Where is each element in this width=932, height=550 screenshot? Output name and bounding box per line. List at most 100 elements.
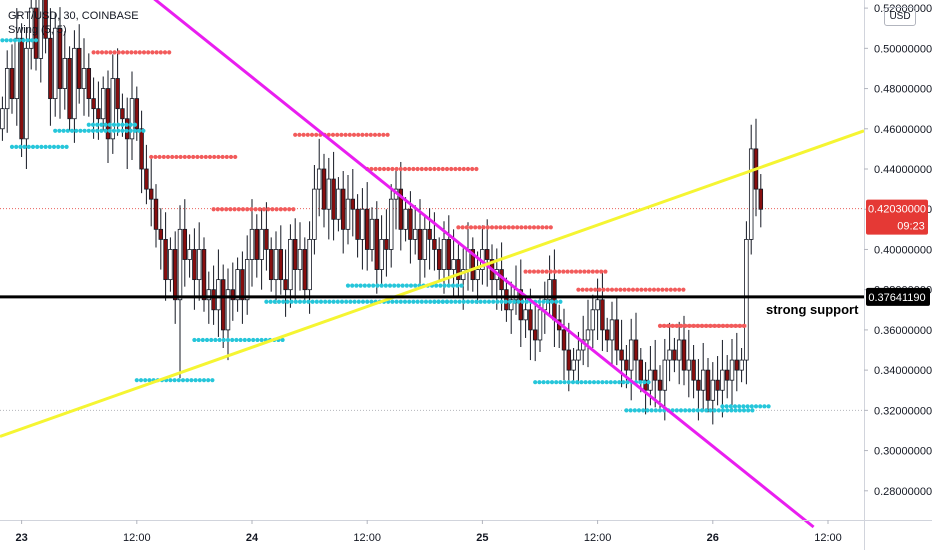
swing-high-dot <box>605 287 610 292</box>
swing-low-dot <box>432 299 437 304</box>
swing-low-dot <box>657 408 663 413</box>
swing-low-dot <box>99 128 104 133</box>
swing-low-dot <box>99 122 104 127</box>
swing-high-dot <box>474 166 479 172</box>
swing-low-dot <box>132 122 138 127</box>
swing-high-dot <box>464 225 469 230</box>
swing-low-dot <box>678 408 684 413</box>
swing-low-dot <box>14 144 19 149</box>
swing-high-dot <box>211 207 216 212</box>
swing-low-dot <box>558 380 563 385</box>
candle-body <box>48 37 53 100</box>
candle-body <box>720 369 725 391</box>
swing-low-dot <box>213 337 218 343</box>
swing-low-dot <box>729 408 734 413</box>
swing-low-dot <box>21 38 26 43</box>
candle-body <box>110 78 116 140</box>
swing-low-dot <box>210 378 215 383</box>
swing-high-dot <box>236 207 241 212</box>
swing-low-dot <box>302 299 307 304</box>
candle-body <box>43 0 48 39</box>
swing-high-dot <box>465 166 471 172</box>
swing-low-dot <box>457 299 462 304</box>
swing-low-dot <box>60 144 65 149</box>
swing-high-dot <box>381 132 386 137</box>
swing-low-dot <box>732 404 738 409</box>
candle-body <box>100 88 106 120</box>
swing-low-dot <box>653 408 658 413</box>
swing-low-dot <box>268 299 273 304</box>
swing-high-dot <box>432 166 437 172</box>
candle-body <box>508 299 514 311</box>
candle-body <box>115 78 120 110</box>
swing-low-dot <box>47 144 52 149</box>
swing-low-dot <box>238 337 243 343</box>
swing-low-dot <box>455 283 460 288</box>
swing-high-dot <box>339 132 344 137</box>
swing-low-dot <box>749 404 754 409</box>
swing-high-dot <box>253 207 258 212</box>
swing-low-dot <box>120 128 125 133</box>
swing-low-dot <box>9 144 15 149</box>
swing-high-dot <box>162 50 168 55</box>
swing-high-dot <box>390 166 395 172</box>
swing-low-dot <box>728 404 733 409</box>
swing-high-dot <box>287 207 292 212</box>
swing-high-dot <box>531 225 537 230</box>
swing-low-dot <box>474 299 479 304</box>
symbol-title[interactable]: GRT/USD, 30, COINBASE <box>8 10 139 22</box>
x-tick-label: 26 <box>707 532 719 544</box>
candle-body <box>14 37 20 100</box>
candle-body <box>283 279 288 291</box>
swing-high-dot <box>309 132 315 137</box>
swing-high-dot <box>228 207 233 212</box>
candle-body <box>268 249 274 281</box>
swing-low-dot <box>413 283 418 288</box>
candle-body <box>744 238 749 361</box>
swing-low-dot <box>176 378 181 383</box>
candle-body <box>585 329 591 341</box>
candle-body <box>38 0 44 59</box>
swing-low-dot <box>189 378 194 383</box>
swing-low-dot <box>649 408 654 413</box>
candle-body <box>4 68 10 110</box>
candle-body <box>403 208 408 230</box>
candle-body <box>81 68 87 89</box>
candle-body <box>321 168 327 210</box>
candle-body <box>710 379 716 401</box>
swing-low-dot <box>30 144 36 149</box>
candle-body <box>619 349 624 361</box>
swing-low-dot <box>339 299 345 304</box>
swing-low-dot <box>116 122 121 127</box>
swing-high-dot <box>444 166 450 172</box>
swing-high-dot <box>630 287 636 292</box>
drawing-tools[interactable]: strong support <box>0 0 865 529</box>
currency-button[interactable]: USD <box>884 7 916 26</box>
swing-high-dot <box>282 207 288 212</box>
swing-low-dot <box>450 283 456 288</box>
indicator-legend[interactable]: Swing (5, 5) <box>8 24 67 36</box>
swing-low-dot <box>720 408 726 413</box>
candle-body <box>609 319 615 341</box>
swing-high-dot <box>468 225 474 230</box>
swing-high-dot <box>167 50 172 55</box>
candle-body <box>235 269 240 301</box>
candle-body <box>561 329 567 351</box>
swing-high-dot <box>207 154 213 160</box>
swing-low-dot <box>39 144 44 149</box>
candle-body <box>758 188 764 210</box>
chart-header: GRT/USD, 30, COINBASE Swing (5, 5) <box>8 9 139 37</box>
swing-high-dot <box>137 50 142 55</box>
swing-low-dot <box>285 299 290 304</box>
swing-high-dot <box>440 166 445 172</box>
swing-low-dot <box>628 408 633 413</box>
swing-low-dot <box>348 299 353 304</box>
swing-high-dot <box>540 225 545 230</box>
candle-body <box>206 289 212 301</box>
swing-high-dot <box>224 154 229 160</box>
swing-high-dot <box>347 132 352 137</box>
candle-body <box>600 299 605 331</box>
